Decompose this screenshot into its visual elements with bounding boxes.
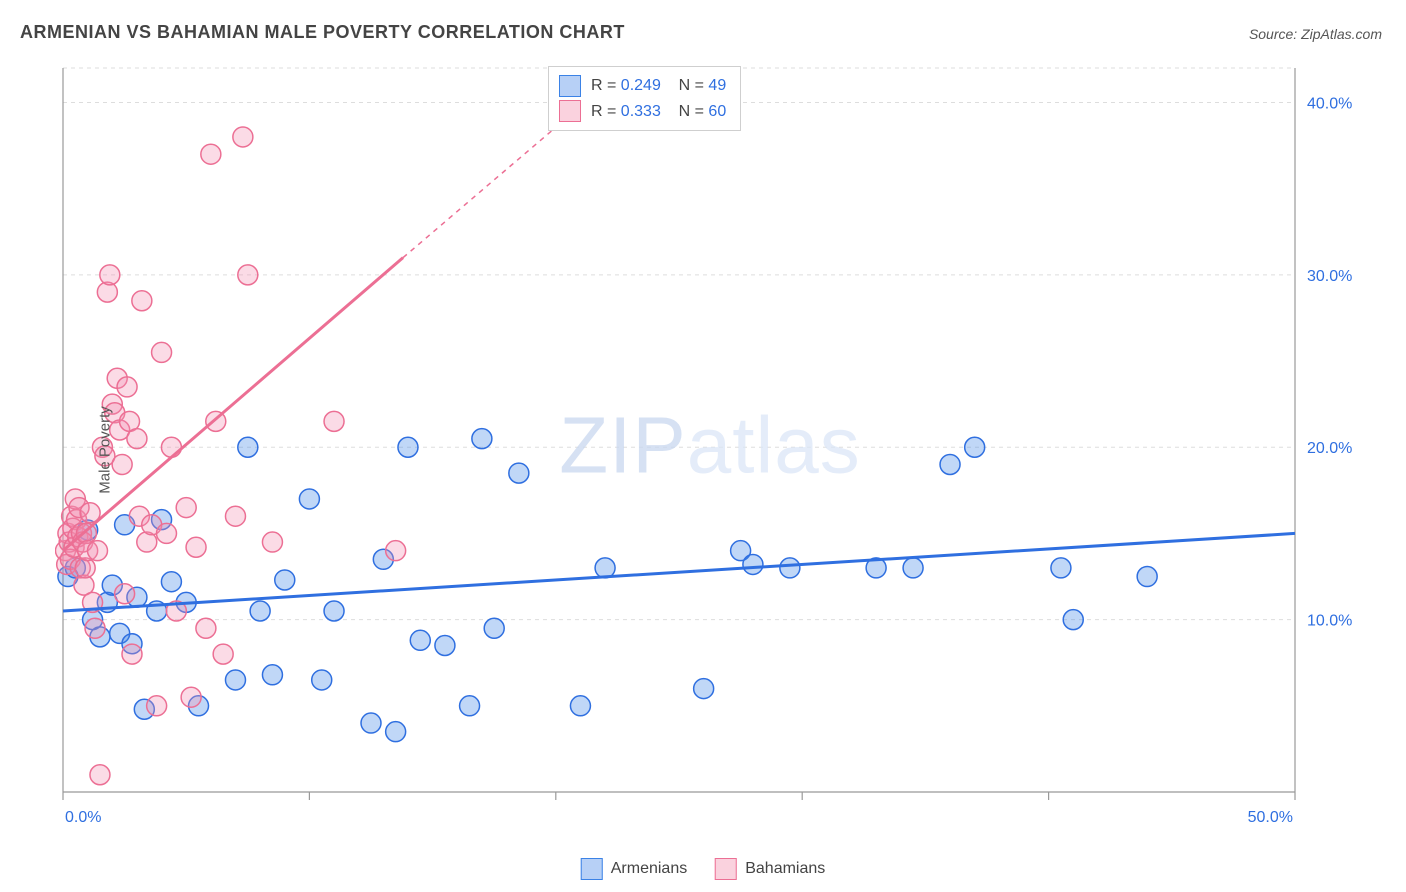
n-label: N = (679, 77, 704, 94)
svg-text:40.0%: 40.0% (1307, 95, 1352, 112)
r-label: R = (591, 77, 616, 94)
legend-text: R = 0.249 N = 49 (591, 73, 726, 99)
legend-swatch-icon (715, 858, 737, 880)
r-value: 0.333 (621, 103, 661, 120)
r-label: R = (591, 103, 616, 120)
r-value: 0.249 (621, 77, 661, 94)
legend-text: R = 0.333 N = 60 (591, 99, 726, 125)
source-label: Source: ZipAtlas.com (1249, 26, 1382, 42)
legend-label: Armenians (611, 860, 687, 878)
svg-text:20.0%: 20.0% (1307, 440, 1352, 457)
y-axis-label: Male Poverty (96, 406, 113, 494)
stats-legend-row: R = 0.249 N = 49 (559, 73, 726, 99)
legend-swatch-icon (581, 858, 603, 880)
legend-swatch-icon (559, 100, 581, 122)
svg-text:10.0%: 10.0% (1307, 613, 1352, 630)
n-value: 60 (708, 103, 726, 120)
chart-title: ARMENIAN VS BAHAMIAN MALE POVERTY CORREL… (20, 22, 625, 43)
chart-svg: 0.0% 50.0% 10.0% 20.0% 30.0% 40.0% (55, 60, 1365, 840)
legend-swatch-icon (559, 75, 581, 97)
svg-text:0.0%: 0.0% (65, 809, 101, 826)
series-legend: Armenians Bahamians (581, 858, 826, 880)
legend-item: Bahamians (715, 858, 825, 880)
svg-text:30.0%: 30.0% (1307, 268, 1352, 285)
scatter-plot: Male Poverty ZIPatlas 0.0%50.0%10.0%20.0… (55, 60, 1365, 840)
n-label: N = (679, 103, 704, 120)
svg-text:50.0%: 50.0% (1248, 809, 1293, 826)
legend-label: Bahamians (745, 860, 825, 878)
stats-legend: R = 0.249 N = 49 R = 0.333 N = 60 (548, 66, 741, 131)
n-value: 49 (708, 77, 726, 94)
legend-item: Armenians (581, 858, 687, 880)
stats-legend-row: R = 0.333 N = 60 (559, 99, 726, 125)
